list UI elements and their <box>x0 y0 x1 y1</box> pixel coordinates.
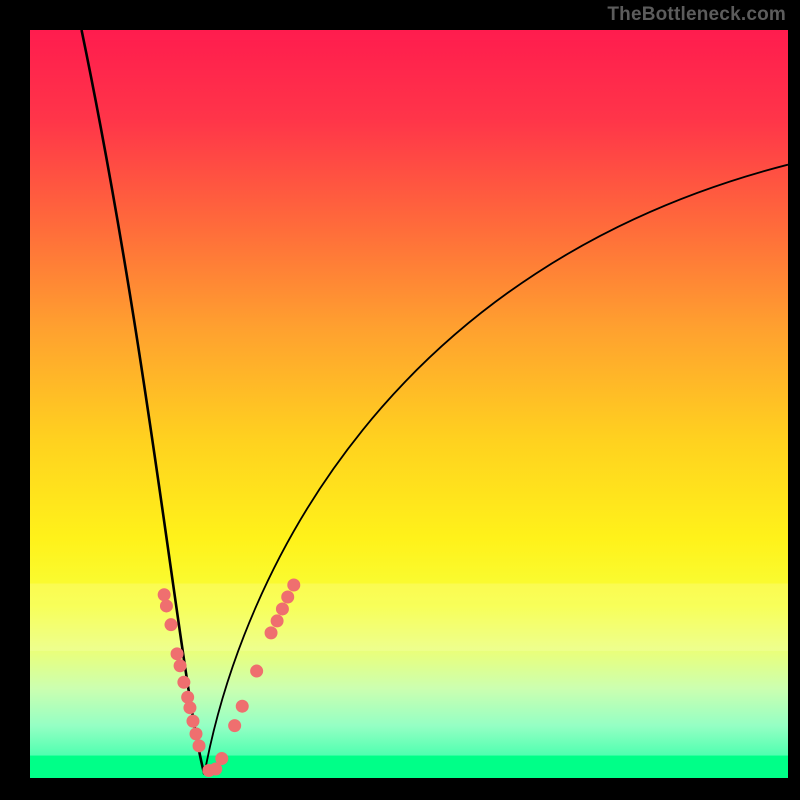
watermark: TheBottleneck.com <box>607 4 786 26</box>
gpu-marker <box>251 665 263 677</box>
gpu-marker <box>187 715 199 727</box>
gpu-marker <box>236 700 248 712</box>
gpu-marker <box>271 615 283 627</box>
gpu-marker <box>265 627 277 639</box>
gpu-marker <box>174 660 186 672</box>
gpu-marker <box>276 603 288 615</box>
gpu-marker <box>216 753 228 765</box>
highlight-band <box>30 584 788 651</box>
chart-stage: TheBottleneck.com <box>0 0 800 800</box>
plot-area <box>30 30 788 778</box>
gpu-marker <box>178 676 190 688</box>
gpu-marker <box>282 591 294 603</box>
gpu-marker <box>190 728 202 740</box>
gpu-marker <box>165 619 177 631</box>
gpu-marker <box>158 589 170 601</box>
gpu-marker <box>182 691 194 703</box>
gpu-marker <box>288 579 300 591</box>
gpu-marker <box>193 740 205 752</box>
gpu-marker <box>171 648 183 660</box>
gpu-marker <box>160 600 172 612</box>
green-band <box>30 756 788 778</box>
bottleneck-chart <box>0 0 800 800</box>
gpu-marker <box>229 720 241 732</box>
gradient-background <box>30 30 788 778</box>
gpu-marker <box>210 763 222 775</box>
gpu-marker <box>184 702 196 714</box>
